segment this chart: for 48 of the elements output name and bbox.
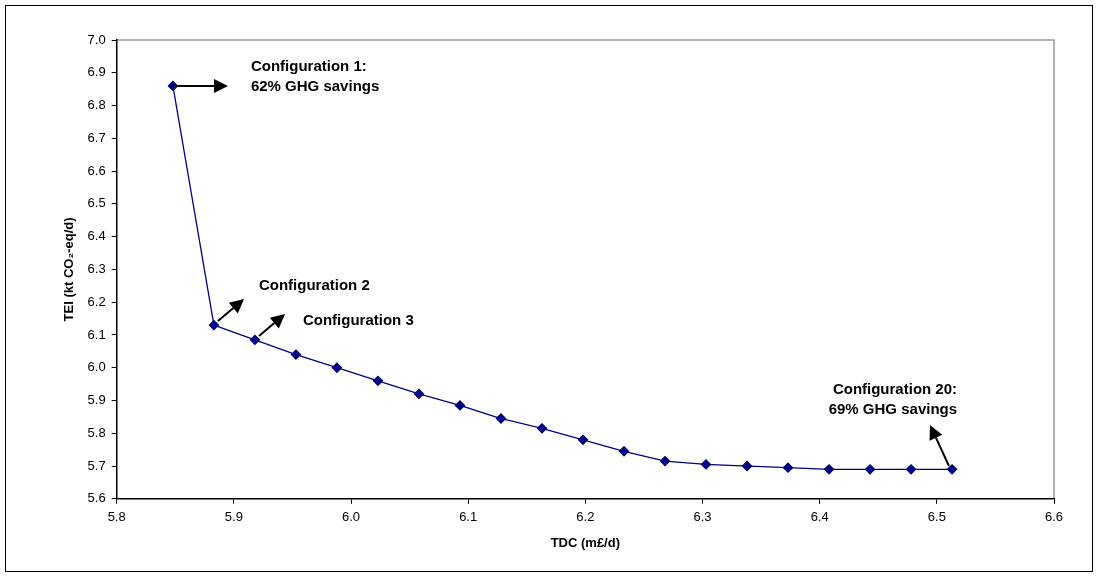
annotation: Configuration 3	[302, 309, 414, 330]
y-axis-title: TEI (kt CO₂-eq/d)	[61, 217, 77, 322]
x-tick-label: 5.9	[224, 509, 243, 525]
point	[536, 423, 548, 434]
point	[372, 375, 384, 386]
x-tick-label: 6.2	[576, 509, 595, 525]
point	[946, 464, 958, 475]
point	[905, 464, 917, 475]
x-tick-label: 6.3	[693, 509, 712, 525]
point	[331, 362, 343, 373]
point	[290, 349, 302, 360]
y-tick-label: 6.5	[87, 195, 106, 211]
y-tick-label: 6.0	[87, 359, 106, 375]
y-tick-label: 6.8	[87, 97, 106, 113]
y-tick-label: 5.7	[87, 457, 106, 473]
point	[618, 446, 630, 457]
y-tick-label: 5.8	[87, 424, 106, 440]
annotation: Configuration 1: 62% GHG savings	[250, 55, 380, 96]
y-tick-label: 5.9	[87, 392, 106, 408]
x-tick-label: 6.5	[927, 509, 946, 525]
y-tick-label: 6.7	[87, 129, 106, 145]
point	[413, 388, 425, 400]
point	[864, 464, 876, 475]
y-tick-label: 6.6	[87, 162, 106, 178]
annotation: Configuration 2	[258, 275, 370, 296]
point	[659, 455, 671, 467]
annotation: Configuration 20: 69% GHG savings	[828, 379, 958, 420]
point	[823, 464, 835, 475]
x-tick-label: 6.6	[1044, 509, 1064, 525]
y-tick-label: 6.3	[87, 260, 106, 276]
point	[208, 319, 220, 331]
x-axis-title: TDC (m£/d)	[550, 534, 621, 550]
y-tick-label: 5.6	[87, 490, 106, 506]
y-tick-label: 6.9	[87, 64, 106, 80]
x-tick-label: 5.8	[107, 509, 126, 525]
y-tick-label: 6.1	[87, 326, 106, 342]
point	[249, 334, 261, 346]
x-tick-label: 6.1	[459, 509, 478, 525]
y-tick-label: 6.4	[87, 228, 106, 244]
point	[782, 462, 794, 473]
x-tick-label: 6.4	[810, 509, 829, 525]
y-tick-label: 6.2	[87, 293, 106, 309]
y-tick-label: 7.0	[87, 31, 106, 47]
point	[741, 460, 753, 472]
point	[577, 434, 589, 445]
x-tick-label: 6.0	[341, 509, 361, 525]
point	[700, 459, 712, 470]
point	[454, 400, 466, 411]
